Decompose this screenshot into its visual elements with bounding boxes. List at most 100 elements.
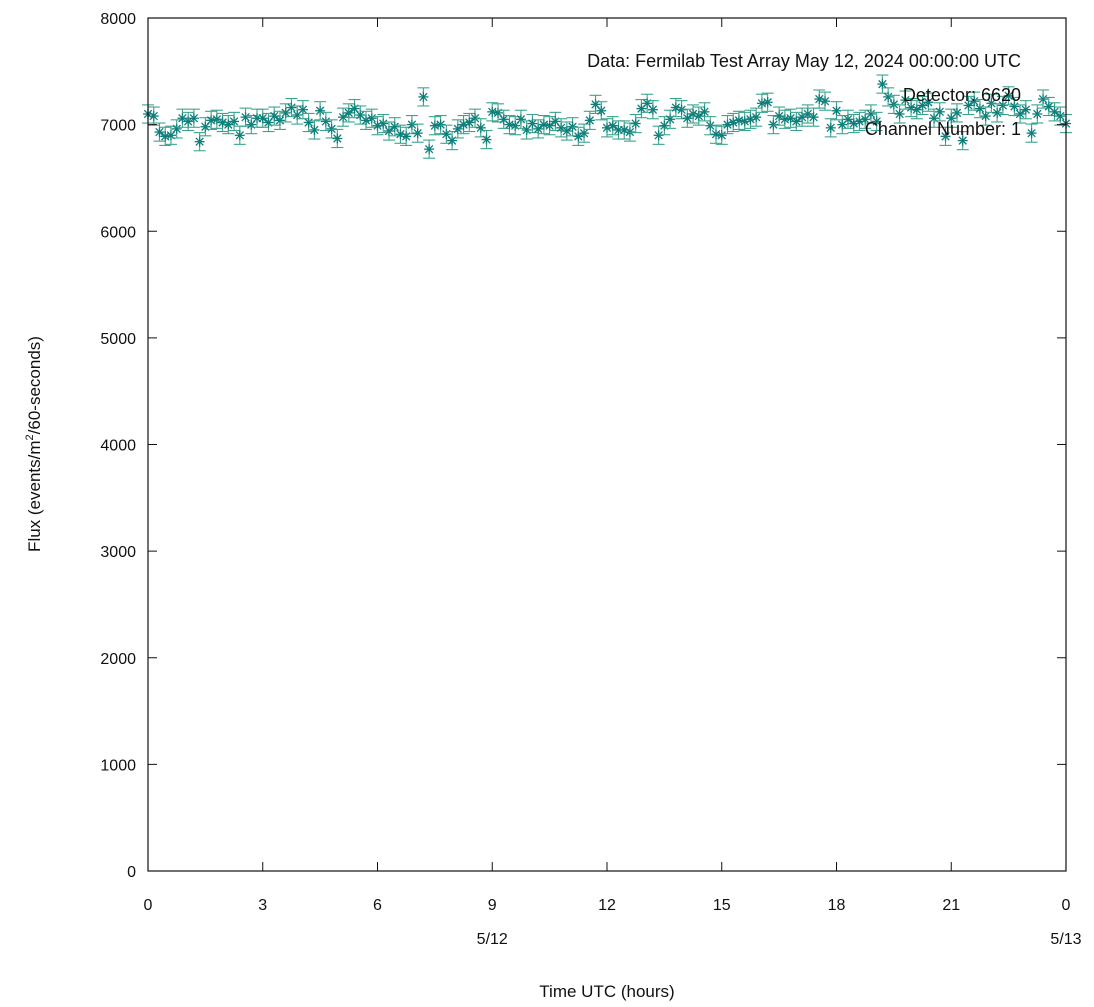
- marker-stroke: [757, 99, 767, 108]
- data-point: [239, 107, 252, 127]
- annotation-text: Channel Number: 1: [865, 119, 1021, 139]
- marker-stroke: [952, 108, 962, 118]
- marker-stroke: [815, 94, 824, 104]
- marker-stroke: [321, 117, 331, 126]
- marker-stroke: [206, 116, 216, 125]
- data-point: [411, 123, 424, 143]
- data-point: [773, 106, 786, 126]
- x-tick-label: 21: [942, 897, 960, 914]
- data-point: [296, 100, 309, 120]
- marker-stroke: [224, 120, 233, 129]
- data-point: [400, 126, 413, 146]
- data-point: [331, 128, 344, 149]
- marker-stroke: [1027, 128, 1036, 138]
- marker-stroke: [1010, 102, 1019, 111]
- data-point: [991, 103, 1004, 123]
- marker-stroke: [178, 114, 187, 123]
- data-point: [928, 108, 941, 128]
- data-point: [388, 117, 401, 137]
- marker-stroke: [843, 115, 853, 124]
- x-tick-label: 9: [488, 897, 497, 914]
- data-point: [182, 111, 195, 132]
- marker-stroke: [878, 79, 887, 89]
- data-point: [698, 102, 711, 122]
- x-tick-label: 3: [258, 897, 267, 914]
- data-point: [796, 107, 809, 127]
- marker-stroke: [964, 101, 973, 110]
- marker-stroke: [172, 124, 181, 134]
- marker-stroke: [608, 121, 617, 130]
- marker-stroke: [315, 106, 325, 115]
- marker-stroke: [683, 114, 692, 123]
- data-point: [228, 111, 241, 132]
- data-point: [560, 121, 573, 141]
- marker-stroke: [396, 130, 405, 139]
- y-tick-label: 4000: [100, 438, 136, 455]
- x-tick-label: 15: [713, 897, 731, 914]
- data-point: [394, 124, 407, 144]
- marker-stroke: [1056, 111, 1065, 121]
- marker-stroke: [1015, 109, 1025, 119]
- data-point: [830, 101, 843, 121]
- data-point: [1008, 96, 1021, 117]
- marker-stroke: [700, 107, 709, 117]
- data-point: [973, 99, 986, 119]
- marker-stroke: [218, 118, 227, 127]
- x-tick-label: 0: [1062, 897, 1071, 914]
- data-point: [520, 120, 533, 140]
- data-point: [790, 111, 803, 132]
- marker-stroke: [1033, 109, 1042, 119]
- data-point: [882, 87, 895, 107]
- marker-stroke: [872, 117, 881, 126]
- marker-stroke: [671, 103, 681, 112]
- data-point: [910, 100, 923, 120]
- marker-stroke: [298, 105, 308, 114]
- data-point: [956, 131, 969, 151]
- data-point: [715, 125, 728, 145]
- marker-stroke: [545, 121, 554, 130]
- marker-stroke: [809, 112, 818, 122]
- data-point: [480, 129, 493, 150]
- marker-stroke: [786, 114, 795, 123]
- data-point: [859, 109, 872, 129]
- marker-stroke: [304, 118, 313, 127]
- marker-stroke: [499, 115, 508, 124]
- data-point: [578, 123, 591, 143]
- marker-stroke: [895, 109, 904, 119]
- data-point: [354, 105, 367, 125]
- data-point: [549, 111, 562, 132]
- data-point: [778, 109, 791, 129]
- data-point: [1025, 123, 1038, 143]
- x-tick-label: 0: [144, 897, 153, 914]
- x-date-label: 5/13: [1050, 931, 1081, 948]
- annotation-text: Data: Fermilab Test Array May 12, 2024 0…: [587, 51, 1021, 71]
- data-point: [1014, 104, 1027, 124]
- marker-stroke: [688, 109, 698, 119]
- marker-stroke: [774, 111, 784, 121]
- marker-stroke: [941, 132, 950, 141]
- y-axis-title-part-1: Flux (events/m: [25, 440, 44, 551]
- marker-stroke: [780, 115, 790, 124]
- y-tick-label: 1000: [100, 757, 136, 774]
- data-point: [945, 108, 958, 128]
- y-tick-label: 0: [127, 864, 136, 881]
- marker-stroke: [241, 112, 250, 122]
- data-point: [813, 89, 826, 109]
- x-tick-label: 18: [828, 897, 846, 914]
- marker-stroke: [528, 119, 537, 128]
- marker-stroke: [797, 112, 807, 122]
- marker-stroke: [149, 111, 158, 121]
- x-axis-title: Time UTC (hours): [539, 982, 674, 1001]
- data-point: [646, 100, 659, 120]
- data-point: [1042, 96, 1055, 117]
- marker-stroke: [1044, 102, 1053, 111]
- data-point: [256, 108, 269, 128]
- data-point: [222, 115, 235, 135]
- marker-stroke: [958, 136, 967, 145]
- data-point: [147, 106, 160, 126]
- data-point: [950, 103, 963, 123]
- marker-stroke: [419, 92, 428, 102]
- marker-stroke: [981, 111, 990, 121]
- data-point: [543, 116, 556, 136]
- marker-stroke: [792, 117, 801, 126]
